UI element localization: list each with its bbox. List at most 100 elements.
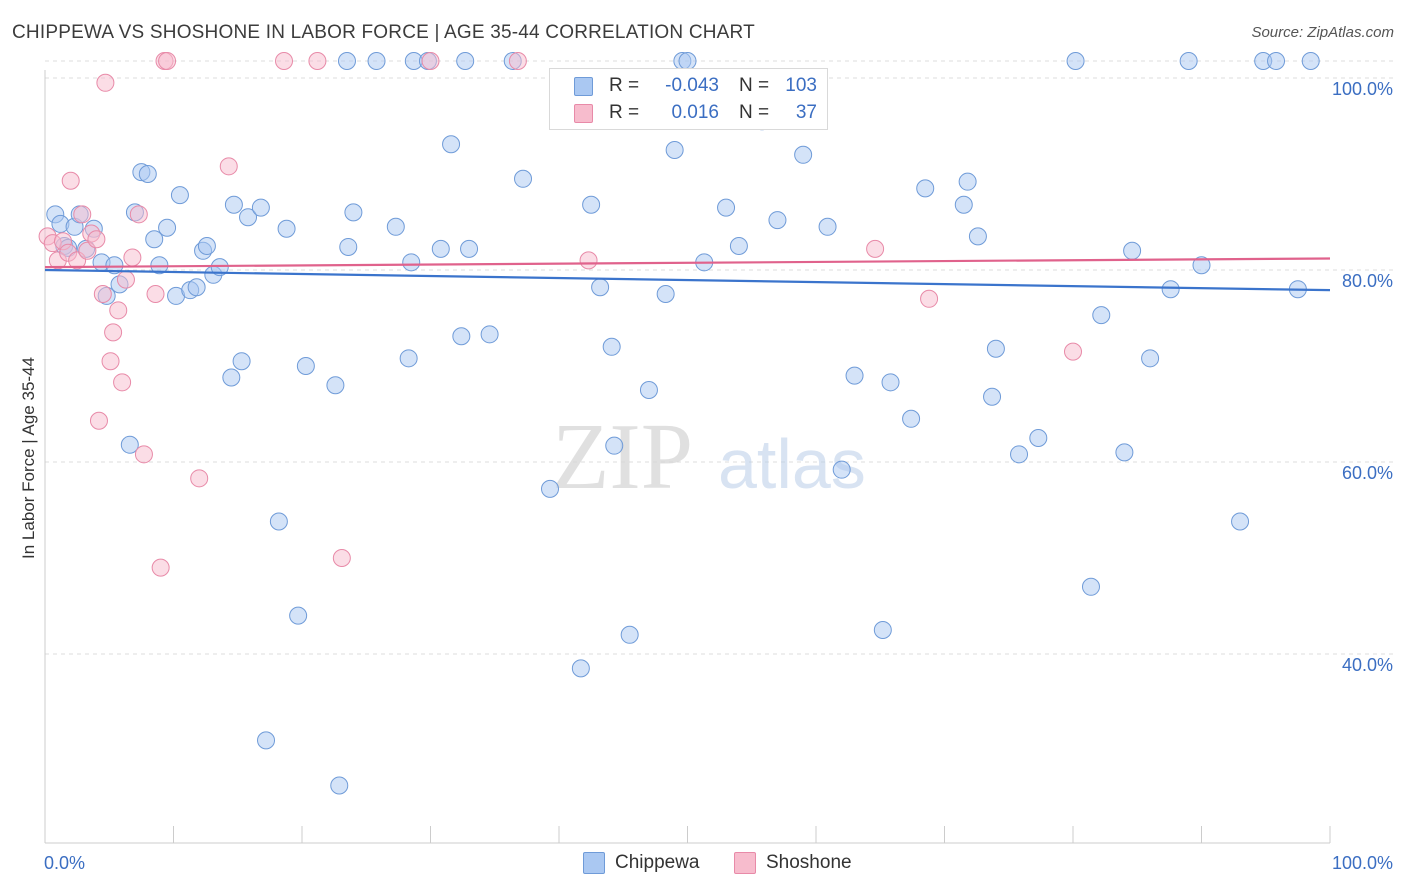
chippewa-point [277, 219, 296, 238]
chippewa-point [832, 460, 851, 479]
chippewa-point [1115, 443, 1134, 462]
shoshone-point [134, 445, 153, 464]
shoshone-point [61, 171, 80, 190]
shoshone-point [129, 205, 148, 224]
grid-lines [45, 60, 1393, 655]
source-credit: Source: ZipAtlas.com [1251, 24, 1394, 41]
chippewa-point [717, 198, 736, 217]
chippewa-legend-label: Chippewa [615, 852, 700, 873]
chippewa-point [289, 606, 308, 625]
r-value: -0.043 [665, 75, 719, 96]
chippewa-point [460, 239, 479, 258]
chippewa-point [582, 195, 601, 214]
y-tick-label: 40.0% [1342, 655, 1393, 675]
chippewa-swatch [574, 76, 593, 96]
shoshone-legend-swatch [734, 852, 756, 874]
shoshone-point [109, 301, 128, 320]
chippewa-point [120, 435, 139, 454]
chippewa-point [1161, 280, 1180, 299]
chippewa-point [386, 217, 405, 236]
shoshone-point [123, 248, 142, 267]
chippewa-point [399, 349, 418, 368]
x-tick-label: 100.0% [1332, 853, 1393, 873]
chippewa-point [138, 165, 157, 183]
r-label: R = [609, 102, 640, 123]
chippewa-point [1123, 241, 1142, 260]
chippewa-point [571, 659, 590, 678]
shoshone-point [219, 157, 238, 176]
chippewa-point [442, 135, 461, 154]
chippewa-point [232, 352, 251, 371]
shoshone-point [332, 549, 351, 567]
shoshone-point [101, 352, 120, 371]
chippewa-point [187, 278, 206, 297]
chippewa-point [873, 621, 892, 639]
trend-lines [44, 257, 1331, 292]
chippewa-point [326, 376, 345, 395]
chippewa-point [330, 776, 349, 795]
chippewa-point [1092, 306, 1111, 325]
legend-row-chippewa: R = -0.043 N = 103 [574, 74, 817, 98]
chippewa-legend-swatch [583, 852, 605, 874]
watermark-zip: ZIP [552, 405, 693, 509]
chippewa-point [1267, 52, 1286, 70]
chippewa-point [656, 285, 675, 303]
shoshone-point [421, 52, 440, 70]
shoshone-point [866, 239, 885, 258]
chippewa-point [968, 227, 987, 246]
chippewa-point [605, 436, 624, 455]
chippewa-point [145, 230, 164, 249]
shoshone-point [89, 411, 108, 430]
shoshone-point [113, 373, 132, 392]
chippewa-point [1081, 577, 1100, 596]
chippewa-point [257, 731, 276, 750]
chippewa-point [1066, 52, 1085, 70]
shoshone-point [508, 52, 527, 70]
chippewa-point [639, 381, 658, 399]
legend-item-shoshone[interactable]: Shoshone [734, 852, 852, 874]
shoshone-point [190, 469, 209, 488]
shoshone-point [158, 52, 177, 70]
legend-item-chippewa[interactable]: Chippewa [583, 852, 700, 874]
chippewa-point [881, 373, 900, 392]
chippewa-point [239, 208, 258, 227]
n-value: 37 [795, 102, 817, 123]
chippewa-point [729, 237, 748, 255]
shoshone-point [1064, 342, 1082, 361]
tick-labels: 40.0% 60.0% 80.0% 100.0% 0.0% 100.0% [44, 79, 1393, 873]
shoshone-point [579, 251, 598, 270]
shoshone-point [116, 270, 135, 289]
chippewa-point [1029, 429, 1048, 447]
chippewa-point [1231, 512, 1250, 531]
chippewa-point [916, 179, 935, 198]
y-tick-label: 100.0% [1332, 79, 1393, 99]
chippewa-point [480, 325, 499, 344]
r-label: R = [609, 75, 640, 96]
chippewa-point [514, 169, 533, 188]
stats-legend: R = -0.043 N = 103 R = 0.016 N = 37 [549, 68, 828, 130]
n-label: N = [739, 75, 770, 96]
chippewa-point [367, 52, 386, 70]
y-tick-label: 60.0% [1342, 463, 1393, 483]
n-label: N = [739, 102, 770, 123]
chippewa-point [105, 256, 124, 275]
chippewa-point [665, 141, 684, 159]
chippewa-point [1010, 445, 1029, 464]
axes [44, 70, 1331, 844]
shoshone-legend-label: Shoshone [766, 852, 852, 873]
chippewa-point [224, 195, 243, 214]
chippewa-point [818, 217, 837, 236]
r-value: 0.016 [671, 102, 719, 123]
shoshone-point [73, 205, 92, 224]
chippewa-point [456, 52, 475, 70]
chippewa-point [452, 327, 471, 346]
chippewa-point [602, 337, 621, 356]
chippewa-point [158, 218, 177, 237]
chippewa-point [222, 368, 241, 387]
n-value: 103 [785, 75, 817, 96]
chippewa-point [620, 625, 639, 644]
chippewa-point [902, 409, 921, 428]
chippewa-point [794, 145, 813, 164]
chippewa-point [1141, 349, 1160, 368]
shoshone-point [87, 230, 106, 249]
